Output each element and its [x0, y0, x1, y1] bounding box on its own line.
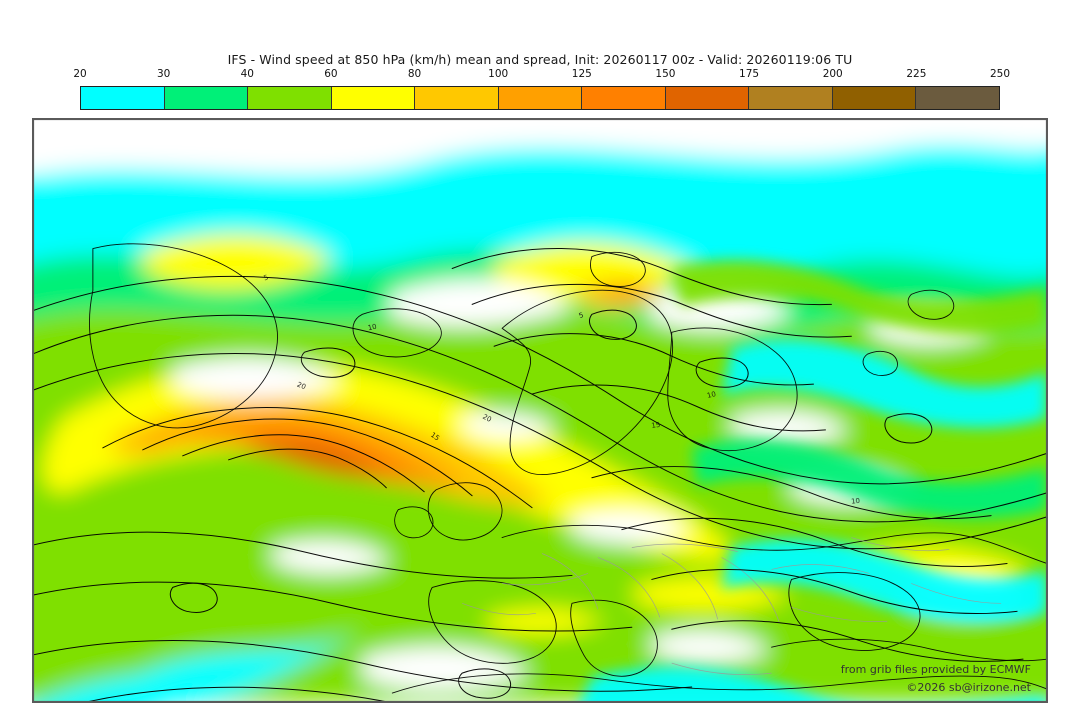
colorbar-segment-4	[415, 87, 499, 109]
colorbar-segment-0	[81, 87, 165, 109]
colorbar-segment-10	[916, 87, 1000, 109]
colorbar-segment-1	[164, 87, 249, 109]
contour-label: 20	[481, 413, 493, 424]
colorbar-tick-100: 100	[488, 68, 509, 80]
colorbar-tick-30: 30	[156, 68, 171, 80]
contour-label: 20	[296, 381, 307, 392]
colorbar-tick-150: 150	[655, 68, 676, 80]
colorbar-tick-20: 20	[73, 68, 87, 80]
map-canvas[interactable]: 5 10 20 15 15 10 5 20 10 from grib files…	[32, 118, 1048, 703]
page-title: IFS - Wind speed at 850 hPa (km/h) mean …	[227, 52, 853, 67]
wind-speed-field: 5 10 20 15 15 10 5 20 10	[33, 119, 1047, 702]
data-source-credit: from grib files provided by ECMWF	[840, 663, 1031, 676]
colorbar-tick-40: 40	[240, 68, 254, 80]
colorbar-tick-labels: 20 30 40 60 80 100 125 150 175 200 225 250	[73, 68, 1010, 84]
colorbar-tick-125: 125	[571, 68, 592, 80]
colorbar-segment-5	[498, 87, 583, 109]
colorbar-tick-200: 200	[822, 68, 843, 80]
contour-label: 5	[263, 273, 270, 282]
colorbar-tick-225: 225	[906, 68, 927, 80]
colorbar-segment-9	[832, 87, 917, 109]
contour-label: 10	[706, 390, 717, 400]
contour-label: 10	[367, 323, 377, 333]
contour-label: 15	[429, 431, 441, 443]
contour-label: 15	[651, 421, 661, 430]
colorbar-segment-3	[331, 87, 416, 109]
copyright-credit: ©2026 sb@irizone.net	[906, 681, 1031, 694]
colorbar-segment-8	[749, 87, 833, 109]
colorbar-tick-250: 250	[989, 68, 1011, 80]
colorbar-swatches	[80, 86, 1000, 110]
colorbar-segment-2	[248, 87, 332, 109]
colorbar: 20 30 40 60 80 100 125 150 175 200 225 250	[73, 68, 1010, 110]
contour-label: 10	[851, 497, 861, 506]
colorbar-tick-60: 60	[324, 68, 338, 80]
contour-label: 5	[578, 311, 585, 320]
colorbar-segment-7	[665, 87, 750, 109]
colorbar-segment-6	[582, 87, 666, 109]
colorbar-tick-80: 80	[407, 68, 422, 80]
colorbar-tick-175: 175	[739, 68, 760, 80]
